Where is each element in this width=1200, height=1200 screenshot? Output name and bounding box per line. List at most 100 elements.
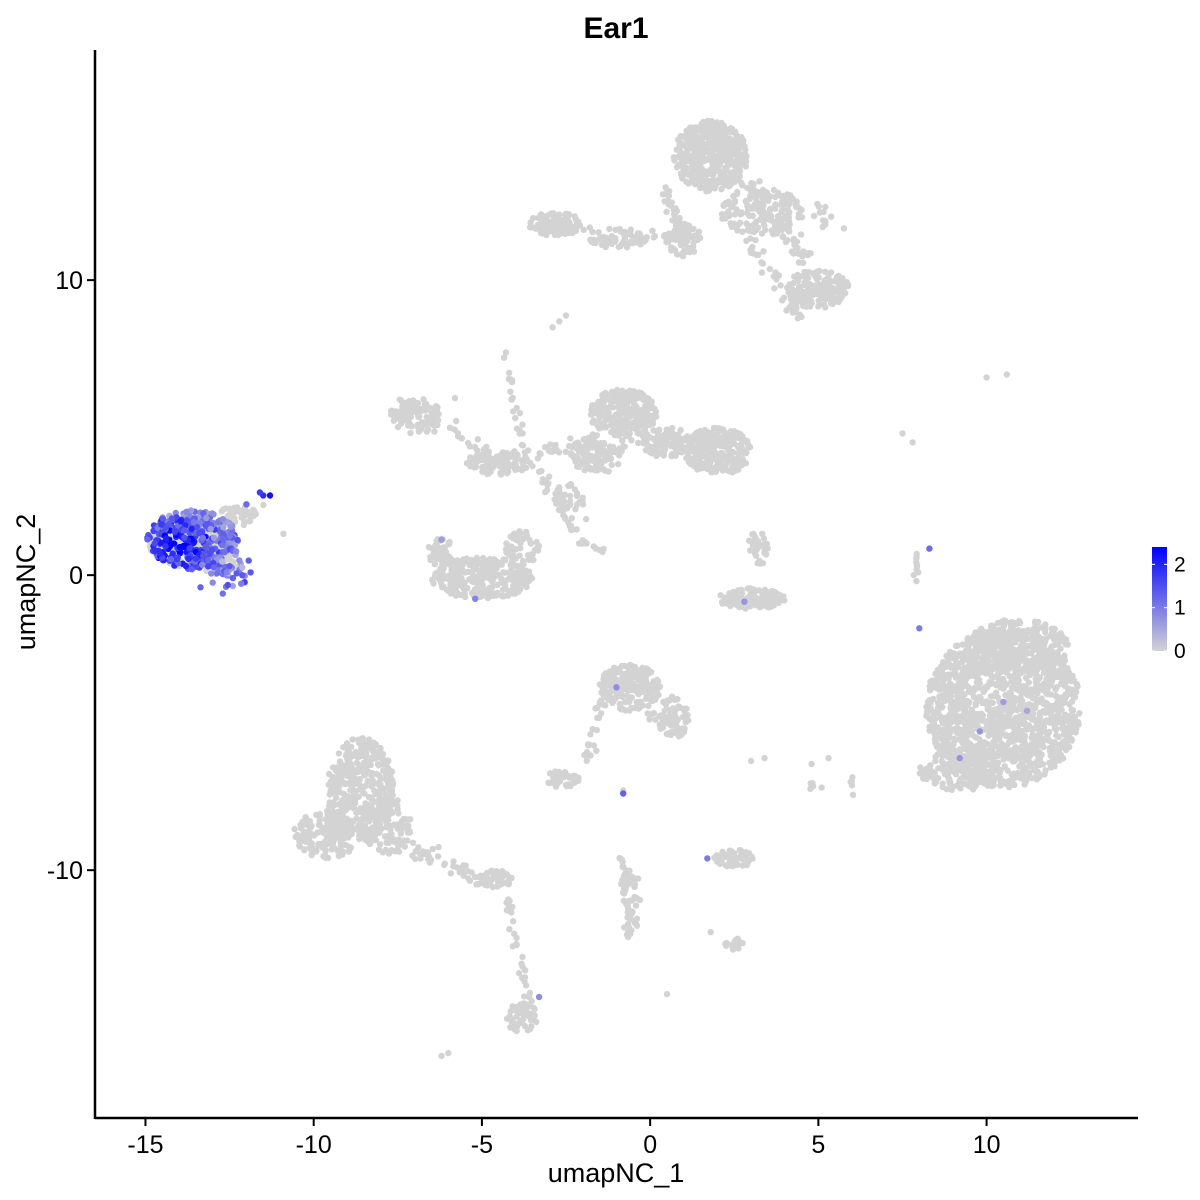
cell-point	[1037, 721, 1044, 728]
cell-point	[963, 697, 971, 705]
cell-point	[996, 736, 1003, 743]
cell-point	[330, 799, 337, 806]
cell-point	[984, 753, 991, 760]
cell-point	[932, 753, 939, 760]
cell-point	[530, 556, 537, 564]
cell-point	[635, 705, 642, 712]
cell-point	[972, 711, 980, 718]
cell-point	[977, 768, 984, 775]
cell-point	[462, 569, 469, 576]
cell-point	[433, 555, 440, 562]
cell-point	[523, 569, 530, 577]
cell-point	[1010, 720, 1017, 727]
cell-point	[599, 396, 606, 403]
cell-point	[628, 664, 635, 671]
cell-point	[517, 545, 524, 552]
cell-point	[1057, 661, 1064, 668]
cell-point	[452, 585, 459, 592]
cell-point	[1002, 780, 1009, 788]
cell-point	[1040, 727, 1048, 735]
cell-point	[501, 569, 508, 576]
cell-point	[987, 730, 994, 738]
cell-point	[1068, 728, 1075, 736]
cell-point	[527, 551, 535, 558]
cell-point	[350, 787, 358, 794]
cell-point	[1035, 652, 1042, 660]
cell-point	[754, 204, 761, 212]
cell-point	[962, 712, 969, 719]
cell-point	[1020, 644, 1027, 651]
cell-point	[621, 662, 628, 670]
cell-point	[954, 693, 961, 700]
cell-point	[1003, 720, 1010, 728]
cell-point	[668, 246, 675, 253]
cell-point	[674, 695, 681, 703]
cell-point	[620, 238, 627, 246]
cell-point	[326, 791, 333, 798]
cell-point	[1011, 672, 1018, 679]
cell-point	[1002, 617, 1009, 625]
cell-point	[1028, 740, 1035, 748]
cell-point	[971, 775, 978, 782]
cell-point	[981, 687, 988, 694]
cell-point	[733, 456, 740, 464]
cell-point	[1051, 625, 1058, 633]
cell-point	[712, 855, 720, 862]
cell-point	[374, 761, 382, 768]
cell-point	[590, 410, 598, 417]
cell-point	[961, 664, 968, 671]
cell-point	[954, 642, 961, 649]
cell-point	[1031, 717, 1039, 724]
cell-point	[1049, 673, 1056, 681]
cell-point	[697, 144, 704, 152]
cell-point	[1033, 666, 1041, 674]
cell-point	[765, 216, 772, 223]
cell-point	[1051, 739, 1058, 746]
cell-point	[936, 729, 943, 736]
cell-point	[752, 226, 759, 233]
cell-point	[1055, 717, 1063, 725]
cell-point	[627, 704, 635, 712]
cell-point	[1016, 763, 1023, 770]
cell-point	[927, 705, 934, 712]
cell-point	[719, 215, 726, 222]
cell-point	[996, 653, 1003, 660]
cell-point	[330, 776, 337, 784]
cell-point	[1016, 721, 1023, 728]
cell-point	[655, 432, 662, 440]
cell-point	[579, 494, 586, 501]
cell-point	[993, 692, 1000, 700]
cell-point	[932, 684, 939, 691]
cell-point	[1008, 748, 1016, 755]
cell-point	[498, 592, 506, 600]
cell-point	[696, 451, 703, 458]
cell-point	[731, 197, 739, 204]
cell-point	[766, 208, 773, 215]
cell-point	[525, 577, 533, 585]
cell-point	[335, 750, 343, 757]
cell-point	[952, 674, 959, 681]
cell-point	[732, 594, 739, 601]
cell-point	[972, 752, 979, 760]
cell-point	[387, 411, 395, 418]
cell-point	[452, 569, 459, 576]
cell-point	[705, 168, 713, 175]
cell-point	[1017, 657, 1024, 664]
cell-point	[1039, 761, 1047, 768]
cell-point	[1009, 694, 1016, 701]
cell-point	[489, 569, 497, 576]
cell-point	[333, 764, 341, 771]
cell-point	[710, 176, 717, 184]
cell-point	[701, 453, 708, 460]
cell-point	[440, 544, 447, 551]
cell-point	[427, 405, 434, 413]
cell-point	[1005, 705, 1012, 712]
cell-point	[704, 132, 711, 140]
cell-point	[508, 587, 515, 594]
cell-point	[965, 725, 973, 732]
cell-point	[619, 693, 626, 701]
cell-point	[776, 217, 784, 225]
cell-point	[690, 124, 697, 131]
cell-point	[697, 127, 705, 135]
cell-point	[640, 396, 647, 403]
